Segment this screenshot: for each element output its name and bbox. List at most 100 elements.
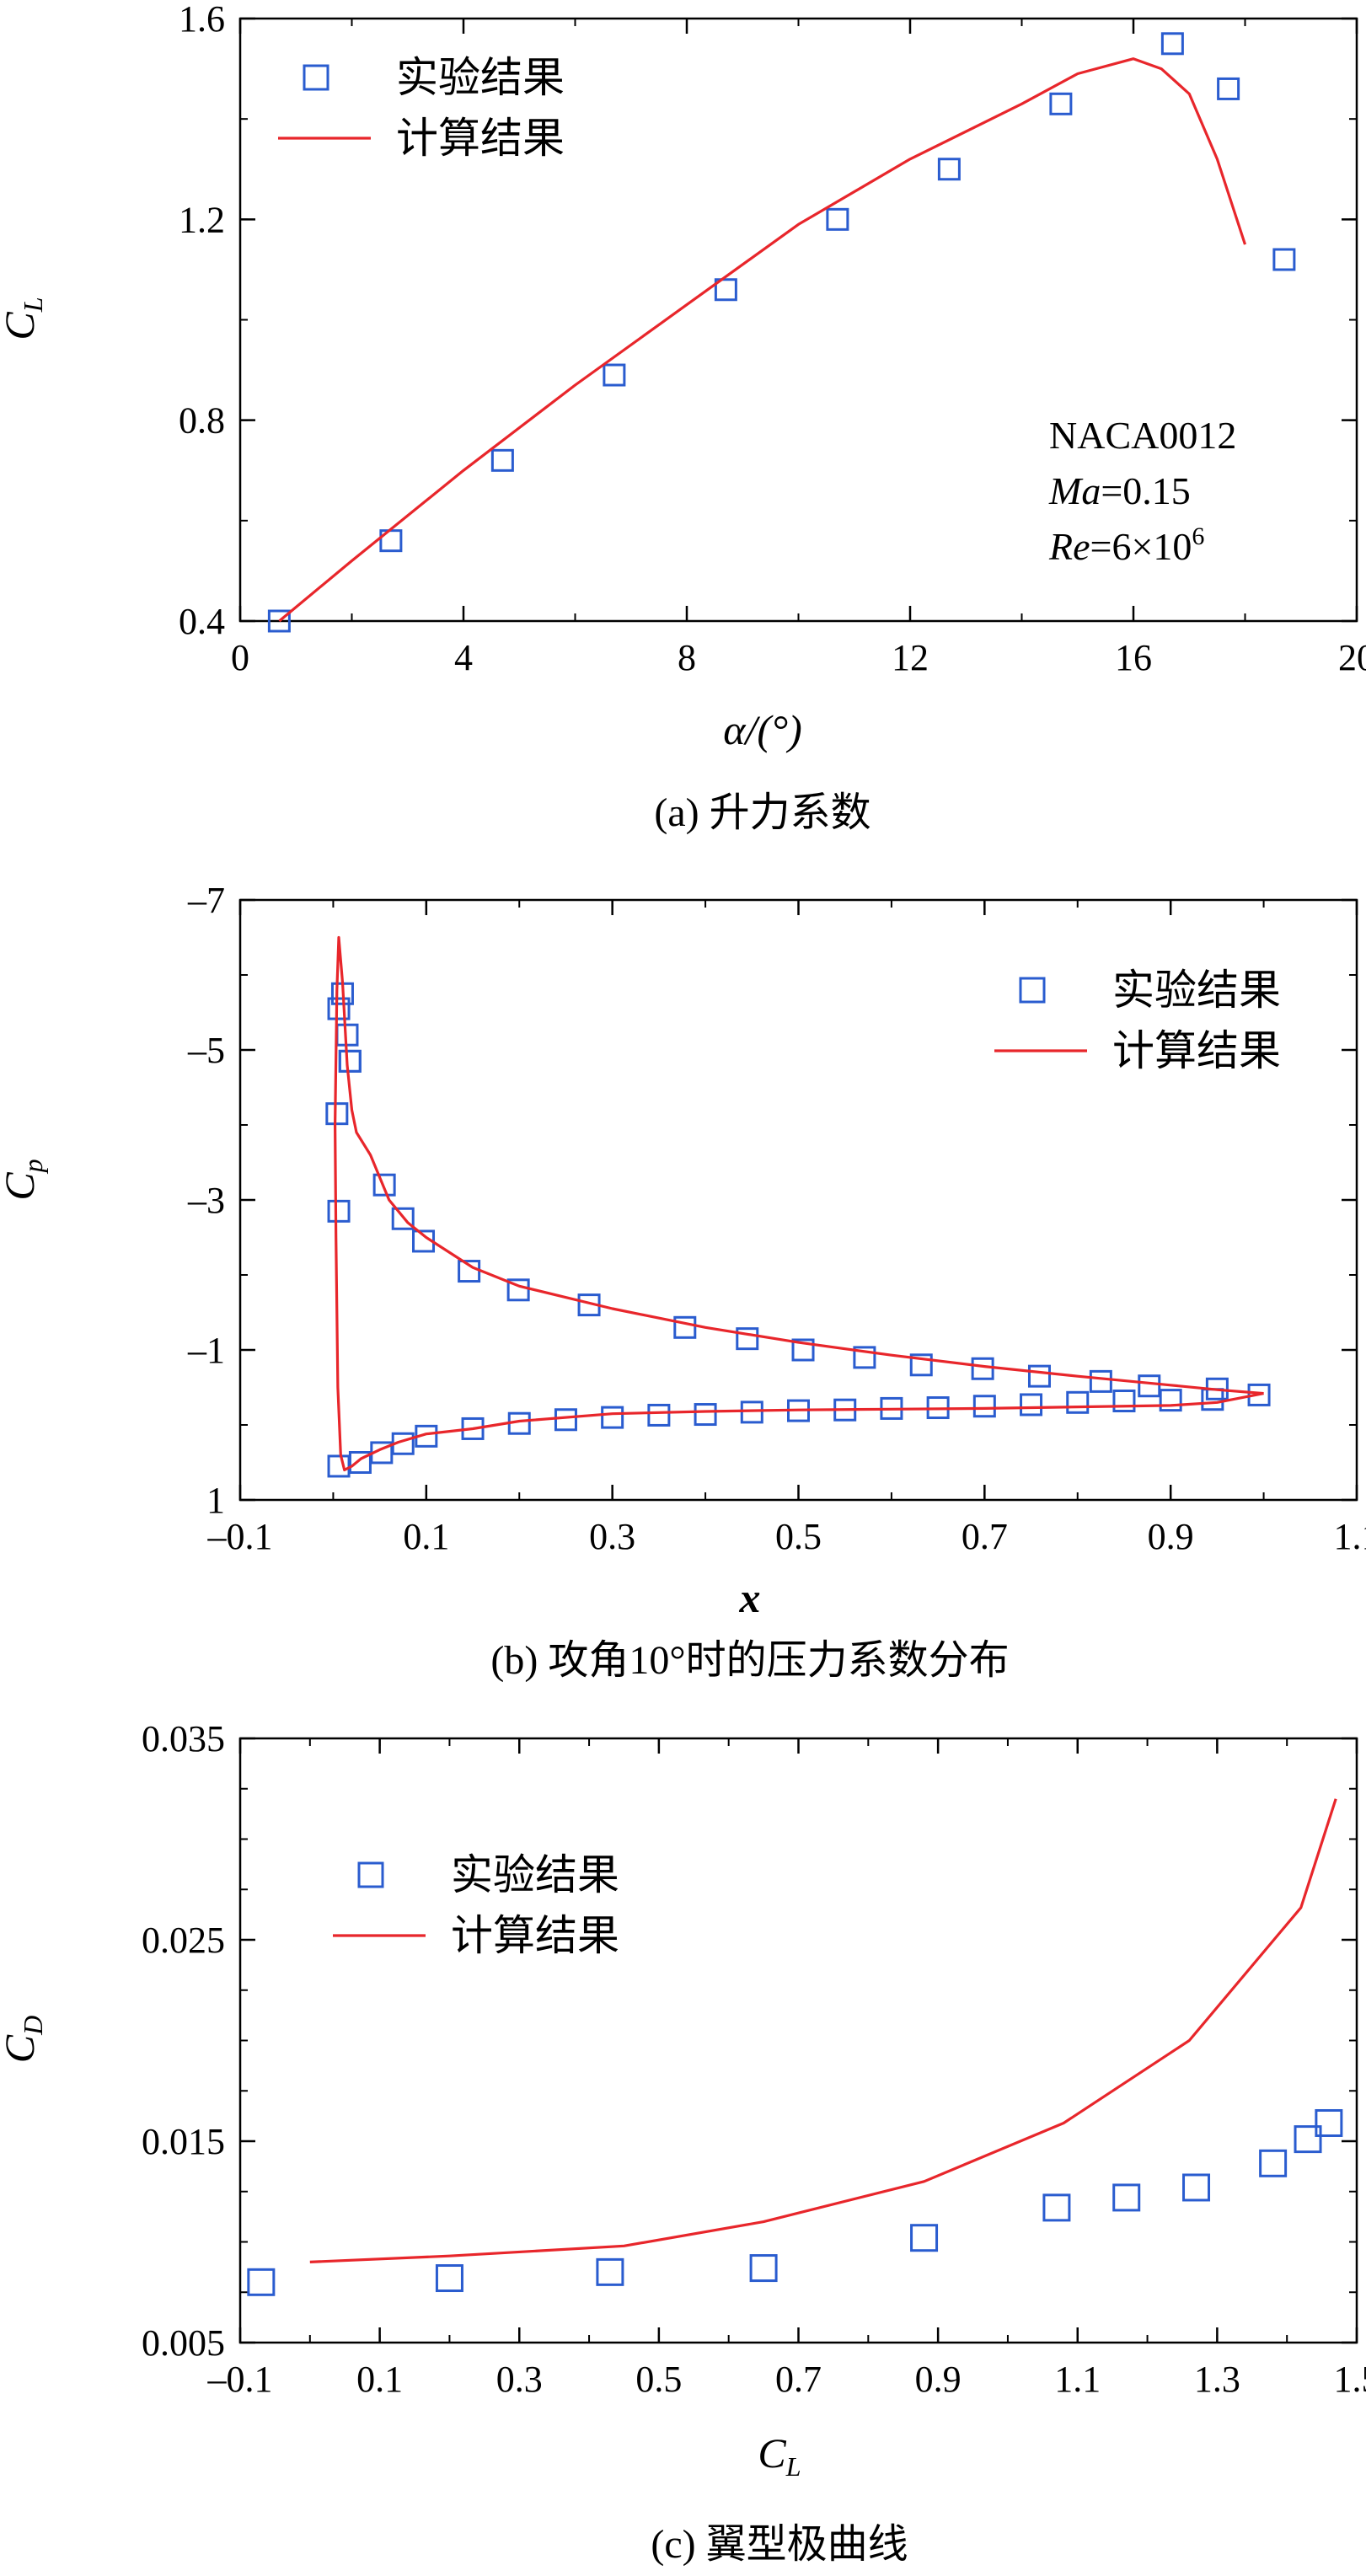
panel-c-experiment-marker (435, 2264, 463, 2293)
panel-a-annotation: NACA0012 Ma=0.15 Re=6×106 (1048, 414, 1236, 568)
panel-a-y-tick-label: 1.2 (179, 199, 225, 240)
panel-b-xlabel: x (739, 1574, 761, 1621)
panel-a-experiment-marker (937, 158, 961, 181)
panel-b-ylabel: Cp (0, 1159, 48, 1200)
panel-b-y-tick-label: –5 (187, 1030, 225, 1071)
panel-b-experiment-marker (327, 1199, 351, 1223)
panel-b-experiment-marker (1159, 1389, 1182, 1412)
panel-b-y-tick-label: –1 (187, 1330, 225, 1371)
panel-a-caption: (a) 升力系数 (654, 790, 870, 835)
panel-c-experiment-marker (247, 2268, 276, 2296)
panel-c-x-tick-label: 1.5 (1334, 2359, 1366, 2400)
panel-a-experiment-marker (714, 278, 737, 302)
panel-b-experiment-marker (791, 1338, 815, 1362)
panel-b-experiment-marker (1112, 1390, 1136, 1413)
panel-c-experiment-marker (1182, 2173, 1211, 2202)
panel-c-experiment-marker (1112, 2183, 1141, 2212)
panel-a-legend-experiment-label: 实验结果 (396, 53, 565, 102)
panel-c-experiment-marker (1294, 2125, 1322, 2154)
panel-c-y-tick-label: 0.015 (142, 2121, 225, 2162)
panel-c-y-tick-label: 0.005 (142, 2322, 225, 2364)
panel-b-x-tick-label: 0.3 (589, 1516, 635, 1557)
panel-c-computed-line (309, 1798, 1337, 2263)
panel-b-x-tick-label: 0.5 (775, 1516, 822, 1557)
panel-b-experiment-marker (1027, 1364, 1051, 1388)
panel-b-experiment-marker (673, 1315, 697, 1339)
panel-b-x-tick-label: 0.9 (1148, 1516, 1194, 1557)
panel-a-x-tick-label: 12 (892, 637, 929, 678)
panel-b: Cp x (b) 攻角10°时的压力系数分布 –0.1 0.1 0.3 0.5 0.7 0… (0, 880, 1366, 1683)
panel-b-experiment-marker (391, 1207, 415, 1230)
panel-c-x-tick-label: 0.1 (356, 2359, 403, 2400)
panel-b-experiment-marker (338, 1049, 362, 1073)
panel-c-experiment-marker (1042, 2193, 1071, 2222)
panel-c-x-tick-label: 0.9 (915, 2359, 962, 2400)
panel-a-ylabel: CL (0, 297, 48, 340)
panel-b-experiment-marker (325, 1102, 349, 1126)
panel-b-experiment-marker (971, 1357, 994, 1380)
panel-b-experiment-marker (1138, 1374, 1161, 1398)
panel-a-experiment-marker (490, 448, 514, 472)
panel-a-y-tick-label: 0.8 (179, 400, 225, 442)
panel-a-experiment-marker (1272, 248, 1296, 271)
panel-b-experiment-marker (694, 1403, 717, 1427)
panel-b-y-tick-label: –7 (187, 880, 225, 921)
panel-a: CL α/(°) (a) 升力系数 NACA0012 Ma=0.15 Re=6×… (0, 0, 1366, 835)
panel-b-experiment-marker (327, 1454, 351, 1478)
panel-c-experiment-marker (910, 2224, 939, 2252)
panel-a-experiment-marker (1217, 77, 1240, 100)
panel-b-x-tick-label: 1.1 (1334, 1516, 1366, 1557)
panel-c-experiment-marker (1259, 2149, 1288, 2177)
panel-b-legend-marker-symbol (1019, 977, 1046, 1004)
panel-b-experiment-marker (1020, 1393, 1043, 1417)
panel-c-x-tick-label: 1.3 (1194, 2359, 1240, 2400)
panel-b-x-tick-label: 0.7 (962, 1516, 1008, 1557)
panel-a-experiment-marker (1049, 92, 1073, 115)
panel-c-caption: (c) 翼型极曲线 (651, 2522, 908, 2567)
panel-a-experiment-marker (603, 363, 626, 387)
panel-a-experiment-marker (1160, 32, 1184, 56)
panel-b-experiment-marker (338, 1049, 362, 1073)
panel-c-experiment-marker (749, 2254, 778, 2283)
panel-a-x-tick-label: 20 (1338, 637, 1366, 678)
panel-a-xlabel: α/(°) (723, 706, 801, 753)
panel-b-experiment-marker (554, 1408, 577, 1432)
panel-b-y-tick-label: –3 (187, 1180, 225, 1221)
panel-b-experiment-marker (327, 997, 351, 1020)
panel-b-experiment-marker (506, 1278, 530, 1302)
panel-b-experiment-marker (853, 1346, 876, 1369)
panel-a-x-tick-label: 16 (1115, 637, 1152, 678)
panel-c-xlabel: CL (758, 2429, 801, 2482)
panel-b-experiment-marker (647, 1403, 671, 1427)
panel-b-experiment-marker (1089, 1369, 1112, 1393)
panel-a-computed-line (278, 57, 1247, 623)
panel-b-experiment-marker (909, 1353, 933, 1377)
panel-c-x-tick-label: 0.5 (635, 2359, 682, 2400)
panel-c-legend-experiment-label: 实验结果 (451, 1850, 619, 1899)
panel-b-experiment-marker (372, 1173, 396, 1197)
panel-c-x-tick-label: 1.1 (1054, 2359, 1101, 2400)
panel-a-experiment-marker (267, 609, 291, 633)
panel-a-y-tick-label: 0.4 (179, 601, 225, 642)
annotation-mach: Ma=0.15 (1048, 469, 1191, 512)
panel-b-experiment-marker (1066, 1390, 1090, 1414)
panel-b-computed-line (334, 935, 1264, 1472)
panel-c-experiment-marker (1315, 2108, 1343, 2137)
panel-c-x-tick-label: –0.1 (207, 2359, 273, 2400)
annotation-reynolds: Re=6×106 (1048, 522, 1204, 568)
panel-c-ylabel: CD (0, 2016, 48, 2063)
panel-c-legend-marker-symbol (357, 1861, 384, 1888)
annotation-airfoil: NACA0012 (1049, 414, 1236, 457)
panel-b-x-tick-label: 0.1 (403, 1516, 449, 1557)
panel-c-y-tick-label: 0.035 (142, 1718, 225, 1759)
panel-a-legend-computed-label: 计算结果 (396, 114, 565, 163)
panel-c-x-tick-label: 0.3 (496, 2359, 543, 2400)
panel-a-legend-marker-symbol (303, 64, 329, 91)
panel-b-experiment-marker (972, 1395, 996, 1418)
panel-b-legend-computed-label: 计算结果 (1112, 1026, 1281, 1075)
panel-c-y-tick-label: 0.025 (142, 1920, 225, 1961)
